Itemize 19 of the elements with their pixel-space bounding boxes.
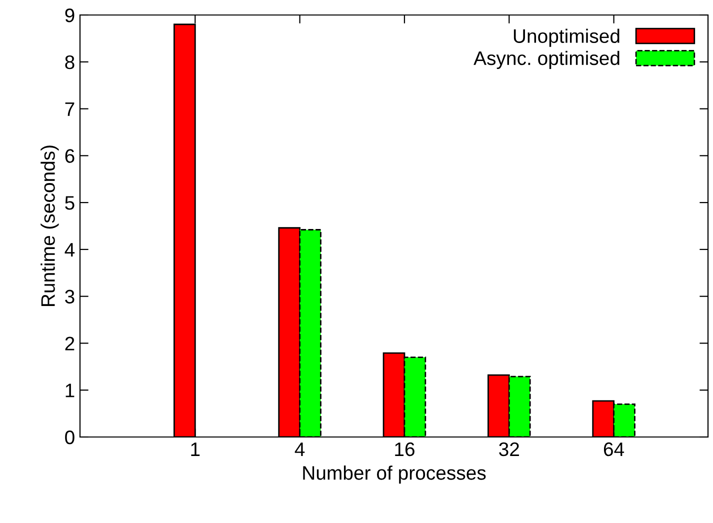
- x-tick-label: 16: [395, 442, 414, 456]
- y-tick-label: 7: [65, 102, 74, 116]
- y-tick-label: 1: [66, 384, 74, 398]
- y-tick-label: 5: [65, 196, 74, 210]
- y-tick-label: 9: [65, 8, 74, 22]
- x-tick-label: 1: [191, 442, 200, 456]
- y-tick-label: 2: [65, 336, 74, 350]
- y-tick-label: 0: [65, 430, 74, 444]
- y-tick-label: 8: [65, 55, 74, 70]
- y-tick-label: 3: [65, 290, 74, 304]
- y-tick-label: 6: [65, 149, 74, 163]
- legend-label: Async. optimised: [474, 50, 620, 69]
- y-tick-label: 4: [64, 243, 75, 256]
- x-axis-title: Number of processes: [303, 466, 486, 484]
- legend-label: Unoptimised: [514, 28, 620, 47]
- x-tick-label: 64: [604, 442, 624, 456]
- x-tick-label: 32: [499, 442, 519, 456]
- x-tick-label: 4: [294, 442, 305, 456]
- y-axis-title: Runtime (seconds): [40, 146, 59, 306]
